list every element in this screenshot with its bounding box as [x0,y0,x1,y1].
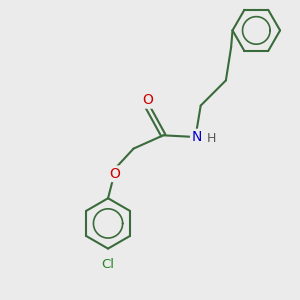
Text: O: O [142,93,153,107]
Text: N: N [191,130,202,144]
Text: Cl: Cl [101,258,115,272]
Text: H: H [206,132,216,145]
Text: O: O [109,167,120,181]
